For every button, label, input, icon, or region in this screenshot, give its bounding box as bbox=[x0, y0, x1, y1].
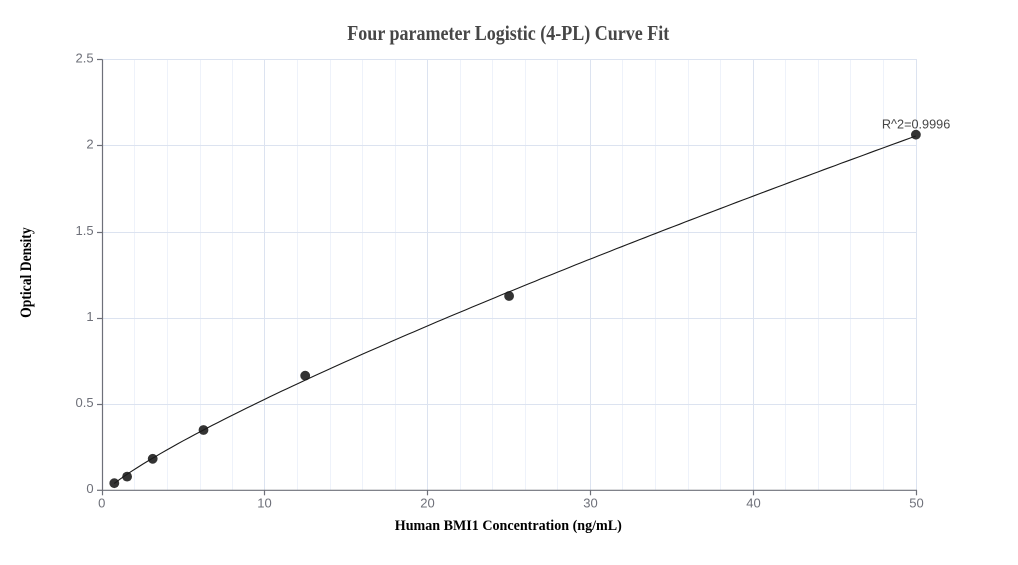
svg-text:2: 2 bbox=[86, 137, 93, 152]
svg-text:2.5: 2.5 bbox=[76, 51, 94, 66]
svg-text:10: 10 bbox=[257, 495, 271, 510]
svg-text:50: 50 bbox=[909, 495, 923, 510]
svg-text:Human BMI1 Concentration (ng/m: Human BMI1 Concentration (ng/mL) bbox=[395, 518, 622, 534]
svg-text:0: 0 bbox=[98, 495, 105, 510]
svg-text:1: 1 bbox=[86, 309, 93, 324]
svg-text:Four parameter Logistic (4-PL): Four parameter Logistic (4-PL) Curve Fit bbox=[347, 21, 669, 45]
svg-text:R^2=0.9996: R^2=0.9996 bbox=[882, 116, 950, 131]
svg-text:40: 40 bbox=[746, 495, 760, 510]
svg-text:Optical Density: Optical Density bbox=[18, 227, 35, 318]
svg-text:0.5: 0.5 bbox=[76, 395, 94, 410]
svg-text:0: 0 bbox=[86, 481, 93, 496]
svg-text:20: 20 bbox=[420, 495, 434, 510]
svg-text:30: 30 bbox=[583, 495, 597, 510]
svg-text:1.5: 1.5 bbox=[76, 223, 94, 238]
